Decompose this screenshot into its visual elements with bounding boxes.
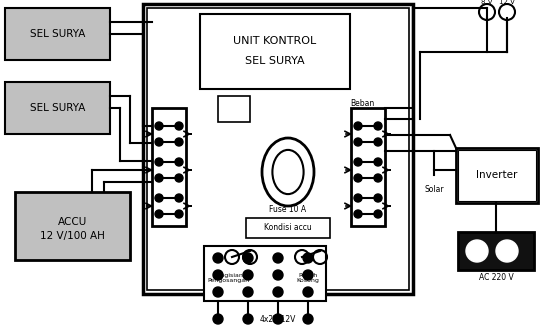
Text: Inverter: Inverter <box>476 171 518 180</box>
Circle shape <box>374 174 382 182</box>
Circle shape <box>374 194 382 202</box>
Bar <box>5 82 110 134</box>
Circle shape <box>374 122 382 130</box>
Text: Fuse 10 A: Fuse 10 A <box>270 206 306 215</box>
Bar <box>204 246 326 301</box>
Circle shape <box>496 240 518 262</box>
Circle shape <box>175 158 183 166</box>
Circle shape <box>273 253 283 263</box>
Circle shape <box>155 174 163 182</box>
Circle shape <box>213 287 223 297</box>
Circle shape <box>354 194 362 202</box>
Circle shape <box>303 287 313 297</box>
Text: Penuh
Kosong: Penuh Kosong <box>296 273 320 283</box>
Circle shape <box>374 138 382 146</box>
Circle shape <box>354 210 362 218</box>
Bar <box>218 96 250 122</box>
Text: UNIT KONTROL: UNIT KONTROL <box>234 36 316 47</box>
Circle shape <box>273 270 283 280</box>
Circle shape <box>155 122 163 130</box>
Text: SEL SURYA: SEL SURYA <box>30 29 85 39</box>
Circle shape <box>155 194 163 202</box>
Circle shape <box>354 174 362 182</box>
Circle shape <box>213 314 223 324</box>
Circle shape <box>213 270 223 280</box>
Text: Solar: Solar <box>424 186 444 195</box>
Circle shape <box>155 138 163 146</box>
Circle shape <box>273 314 283 324</box>
Text: Beban: Beban <box>350 98 374 108</box>
Circle shape <box>243 253 253 263</box>
Circle shape <box>213 253 223 263</box>
Circle shape <box>354 138 362 146</box>
Circle shape <box>374 158 382 166</box>
Bar <box>456 148 538 203</box>
Circle shape <box>175 122 183 130</box>
Circle shape <box>155 210 163 218</box>
Bar <box>143 4 413 294</box>
Bar <box>152 108 186 226</box>
Text: SEL SURYA: SEL SURYA <box>245 56 305 67</box>
Text: 4x2W12V: 4x2W12V <box>260 316 296 324</box>
Circle shape <box>303 253 313 263</box>
Circle shape <box>243 287 253 297</box>
Circle shape <box>243 270 253 280</box>
Circle shape <box>273 287 283 297</box>
Circle shape <box>175 194 183 202</box>
Circle shape <box>243 314 253 324</box>
Text: 12 V/100 AH: 12 V/100 AH <box>40 231 105 241</box>
Bar <box>246 218 330 238</box>
Circle shape <box>175 174 183 182</box>
Text: 12 V: 12 V <box>499 0 515 5</box>
Bar <box>458 232 534 270</box>
Bar <box>5 8 110 60</box>
Circle shape <box>303 314 313 324</box>
Bar <box>458 150 536 201</box>
Circle shape <box>466 240 488 262</box>
Bar <box>147 8 409 290</box>
Text: ACCU: ACCU <box>58 217 87 227</box>
Circle shape <box>354 158 362 166</box>
Circle shape <box>303 270 313 280</box>
Circle shape <box>175 138 183 146</box>
Circle shape <box>374 210 382 218</box>
Bar <box>200 14 350 89</box>
Text: SEL SURYA: SEL SURYA <box>30 103 85 113</box>
Circle shape <box>155 158 163 166</box>
Bar <box>15 192 130 260</box>
Text: Kondisi accu: Kondisi accu <box>264 223 312 233</box>
Circle shape <box>354 122 362 130</box>
Circle shape <box>175 210 183 218</box>
Bar <box>351 108 385 226</box>
Text: Pengisian
Pengosangan: Pengisian Pengosangan <box>207 273 249 283</box>
Text: AC 220 V: AC 220 V <box>479 273 513 281</box>
Text: 8 V: 8 V <box>481 0 493 5</box>
